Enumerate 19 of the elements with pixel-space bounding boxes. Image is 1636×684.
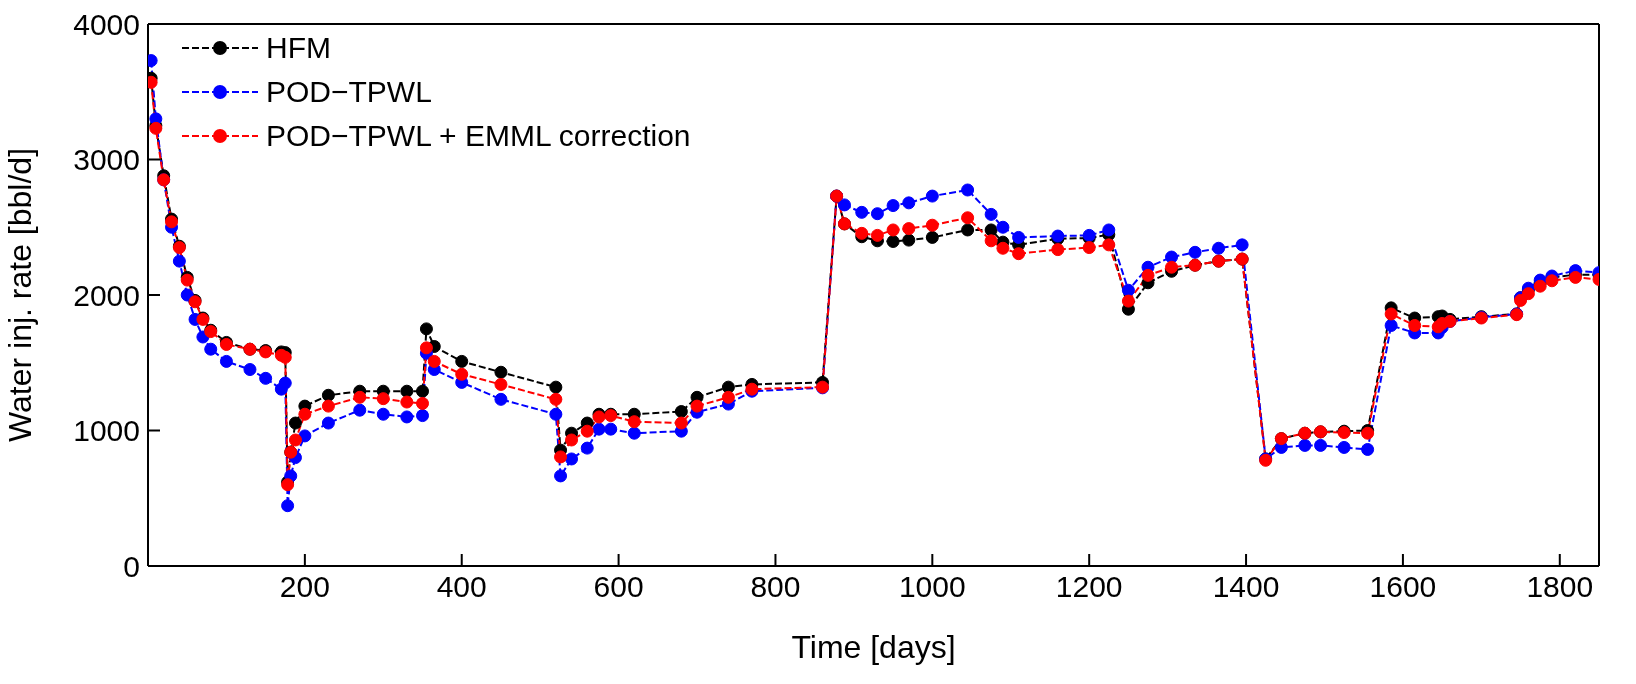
x-tick-label: 400 [436,570,487,604]
x-tick-label: 1600 [1369,570,1437,604]
x-tick-label: 800 [750,570,801,604]
x-axis-title: Time [days] [791,629,956,665]
y-tick-label: 0 [123,549,140,583]
x-tick-label: 600 [593,570,644,604]
x-tick-label: 1400 [1212,570,1280,604]
y-axis-title: Water inj. rate [bbl/d] [2,147,39,443]
x-tick-label: 1200 [1055,570,1123,604]
y-tick-label: 2000 [73,278,140,312]
x-tick-label: 200 [279,570,330,604]
y-tick-label: 3000 [73,143,140,177]
y-tick-label: 1000 [73,414,140,448]
y-tick-label: 4000 [73,7,140,41]
legend-label: HFM [266,30,331,66]
legend-label: POD−TPWL [266,74,432,110]
x-tick-label: 1800 [1526,570,1594,604]
x-tick-label: 1000 [898,570,966,604]
legend-label: POD−TPWL + EMML correction [266,118,691,154]
